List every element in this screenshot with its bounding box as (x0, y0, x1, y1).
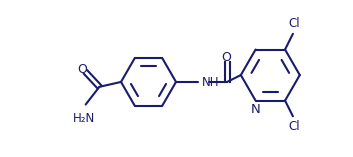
Text: NH: NH (202, 76, 219, 89)
Text: Cl: Cl (288, 120, 300, 133)
Text: N: N (251, 103, 261, 116)
Text: O: O (221, 51, 231, 64)
Text: H₂N: H₂N (73, 112, 95, 125)
Text: Cl: Cl (288, 17, 300, 30)
Text: O: O (77, 63, 86, 76)
